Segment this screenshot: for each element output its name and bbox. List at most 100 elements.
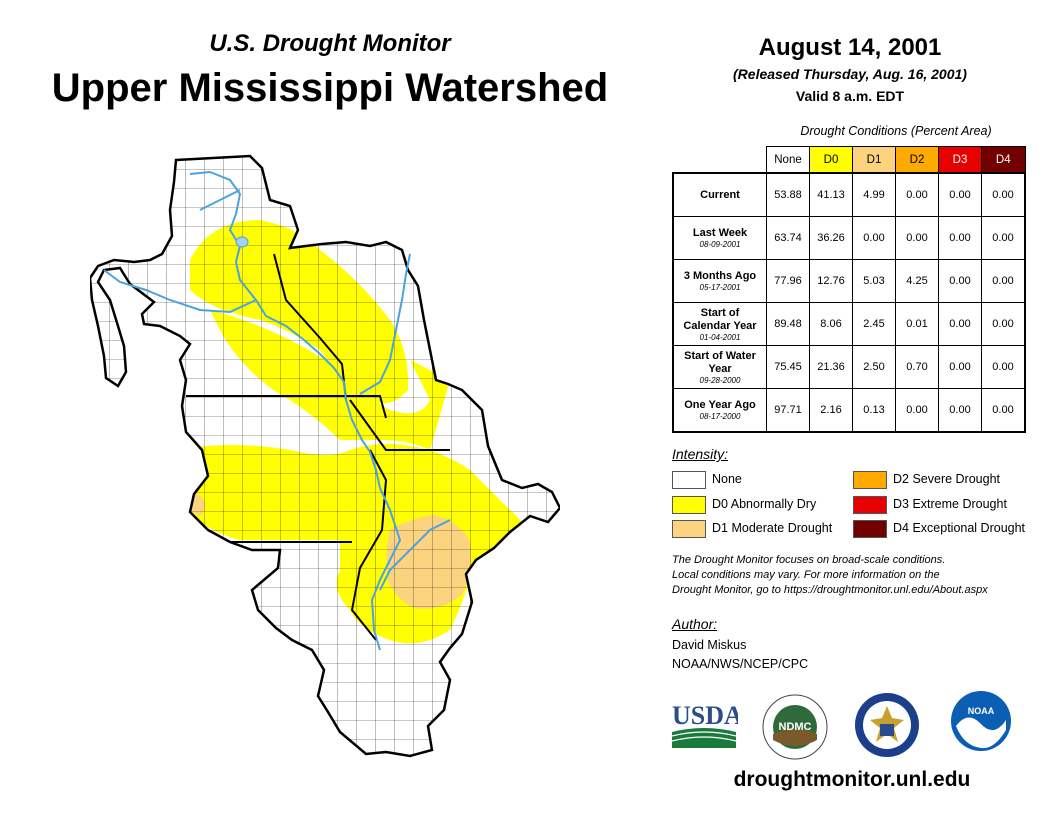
legend-swatch-d0 — [672, 495, 706, 514]
row-label-date: 01-04-2001 — [699, 332, 741, 342]
table-cell: 53.88 — [766, 172, 810, 217]
row-label-date: 09-28-2000 — [699, 375, 741, 385]
table-cell: 0.00 — [981, 259, 1026, 303]
row-label-date: 08-17-2000 — [699, 412, 741, 421]
legend-swatch-d2 — [853, 470, 887, 489]
table-cell: 2.50 — [852, 345, 896, 389]
lake-mille-lacs — [235, 236, 249, 248]
table-row: Current 53.88 41.13 4.99 0.00 0.00 0.00 — [672, 172, 1026, 217]
col-header-d3: D3 — [938, 146, 982, 174]
map-title: Upper Mississippi Watershed — [51, 66, 609, 110]
table-cell: 63.74 — [766, 216, 810, 260]
row-label-date: 08-09-2001 — [699, 240, 741, 249]
legend-item-d4: D4 Exceptional Drought — [853, 519, 1026, 538]
note-line-2: Local conditions may vary. For more info… — [672, 569, 940, 581]
table-cell: 4.25 — [895, 259, 939, 303]
legend-label-d2: D2 Severe Drought — [893, 472, 1001, 486]
table-cell: 0.00 — [981, 172, 1026, 217]
note-text: The Drought Monitor focuses on broad-sca… — [672, 553, 1042, 598]
table-cell: 0.00 — [981, 388, 1026, 433]
author-org: NOAA/NWS/NCEP/CPC — [672, 657, 809, 671]
commerce-seal-logo — [855, 693, 919, 757]
table-row: 3 Months Ago 05-17-2001 77.96 12.76 5.03 4.25… — [672, 259, 1026, 303]
watershed-outline — [90, 154, 560, 758]
author-name: David Miskus — [672, 638, 747, 652]
table-cell: 75.45 — [766, 345, 810, 389]
legend-item-d3: D3 Extreme Drought — [853, 495, 1007, 514]
row-label-text: One Year Ago — [684, 399, 756, 411]
release-date: (Released Thursday, Aug. 16, 2001) — [733, 66, 967, 82]
drought-conditions-table: None D0 D1 D2 D3 D4 Current 53.88 41.13 4.9… — [672, 146, 1026, 433]
table-row: Start of Calendar Year 01-04-2001 89.48 8.0… — [672, 302, 1026, 346]
legend-item-d2: D2 Severe Drought — [853, 470, 1001, 489]
table-cell: 12.76 — [809, 259, 853, 303]
table-cell: 0.00 — [938, 388, 982, 433]
row-label: Start of Calendar Year 01-04-2001 — [672, 302, 767, 346]
table-cell: 97.71 — [766, 388, 810, 433]
row-label: Last Week 08-09-2001 — [672, 216, 767, 260]
legend-swatch-d4 — [853, 519, 887, 538]
row-label-text: Last Week — [692, 227, 748, 239]
table-cell: 4.99 — [852, 172, 896, 217]
table-corner — [673, 146, 767, 174]
row-label: One Year Ago 08-17-2000 — [672, 388, 767, 433]
row-label-text: Start of Water Year — [684, 349, 756, 375]
note-line-1: The Drought Monitor focuses on broad-sca… — [672, 554, 946, 566]
state-boundary-mn-wi — [273, 253, 347, 401]
table-cell: 0.00 — [938, 216, 982, 260]
usda-logo-text: USDA — [672, 701, 738, 730]
legend-swatch-d3 — [853, 495, 887, 514]
row-label-text: Current — [700, 188, 740, 201]
table-row: Start of Water Year 09-28-2000 75.45 21.36 2… — [672, 345, 1026, 389]
noaa-logo-text: NOAA — [968, 706, 995, 716]
row-label: 3 Months Ago 05-17-2001 — [672, 259, 767, 303]
col-header-d2: D2 — [895, 146, 939, 174]
legend-label-d1: D1 Moderate Drought — [712, 521, 833, 535]
author-title: Author: — [672, 616, 718, 632]
state-boundary-mn-ia — [186, 395, 387, 419]
table-cell: 0.13 — [852, 388, 896, 433]
table-caption: Drought Conditions (Percent Area) — [800, 124, 992, 138]
col-header-none: None — [766, 146, 810, 174]
table-row: Last Week 08-09-2001 63.74 36.26 0.00 0.00 0.0… — [672, 216, 1026, 260]
legend-label-d4: D4 Exceptional Drought — [893, 521, 1026, 535]
col-header-d1: D1 — [852, 146, 896, 174]
minnesota-river — [103, 269, 257, 314]
table-cell: 0.00 — [895, 172, 939, 217]
row-label-text: Start of Calendar Year — [683, 306, 757, 332]
row-label: Start of Water Year 09-28-2000 — [672, 345, 767, 389]
table-body: Current 53.88 41.13 4.99 0.00 0.00 0.00 Last We… — [672, 172, 1026, 433]
table-row: One Year Ago 08-17-2000 97.71 2.16 0.13 0.00 0… — [672, 388, 1026, 433]
mississippi-river — [189, 170, 402, 651]
watershed-map — [90, 154, 560, 758]
note-line-3: Drought Monitor, go to https://droughtmo… — [672, 584, 988, 596]
legend-title: Intensity: — [672, 446, 729, 462]
noaa-logo: NOAA — [951, 691, 1011, 751]
col-header-d0: D0 — [809, 146, 853, 174]
table-cell: 89.48 — [766, 302, 810, 346]
table-cell: 21.36 — [809, 345, 853, 389]
legend-swatch-none — [672, 470, 706, 489]
table-cell: 0.00 — [981, 345, 1026, 389]
table-cell: 8.06 — [809, 302, 853, 346]
table-cell: 0.00 — [938, 172, 982, 217]
valid-time: Valid 8 a.m. EDT — [795, 88, 905, 104]
table-cell: 0.00 — [938, 259, 982, 303]
usda-logo: USDA — [671, 701, 738, 748]
state-boundary-ia-il — [350, 449, 388, 641]
row-label-text: 3 Months Ago — [683, 270, 757, 282]
legend-label-d0: D0 Abnormally Dry — [712, 497, 817, 511]
map-subtitle: U.S. Drought Monitor — [209, 30, 451, 57]
table-cell: 36.26 — [809, 216, 853, 260]
illinois-river — [379, 519, 451, 591]
wisconsin-river — [359, 253, 411, 395]
legend-label-none: None — [712, 472, 742, 486]
table-cell: 2.45 — [852, 302, 896, 346]
table-cell: 0.00 — [938, 302, 982, 346]
table-cell: 0.01 — [895, 302, 939, 346]
legend-item-d0: D0 Abnormally Dry — [672, 495, 817, 514]
table-cell: 77.96 — [766, 259, 810, 303]
legend-item-d1: D1 Moderate Drought — [672, 519, 833, 538]
row-label: Current — [672, 172, 767, 217]
col-header-d4: D4 — [981, 146, 1026, 174]
